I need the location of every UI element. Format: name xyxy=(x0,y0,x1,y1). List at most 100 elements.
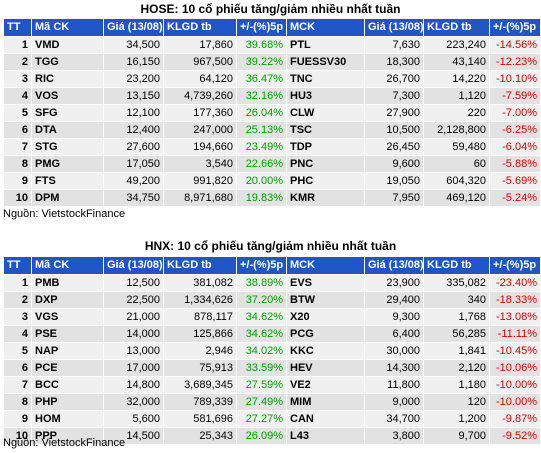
table-row: 2 TGG 16,150 967,500 39.22% FUESSV30 18,300 43,… xyxy=(3,53,541,71)
volume-cell: 247,000 xyxy=(163,121,237,139)
ticker-cell: KKC xyxy=(286,342,365,360)
price-cell: 14,500 xyxy=(103,427,164,445)
change-cell: -6.04% xyxy=(489,138,541,156)
volume-cell: 2,128,800 xyxy=(423,121,490,139)
volume-cell: 4,739,260 xyxy=(163,87,237,105)
column-header: Giá (13/08) xyxy=(103,256,164,275)
change-cell: 38.89% xyxy=(236,274,287,292)
change-cell: 32.16% xyxy=(236,87,287,105)
hnx-title: HNX: 10 cổ phiếu tăng/giảm nhiều nhất tu… xyxy=(144,239,397,253)
volume-cell: 43,140 xyxy=(423,53,490,71)
table-row: 4 VOS 13,150 4,739,260 32.16% HU3 7,300 1,120 -7… xyxy=(3,87,541,105)
volume-cell: 469,120 xyxy=(423,189,490,207)
price-cell: 14,300 xyxy=(364,359,424,377)
table-row: 3 VGS 21,000 878,117 34.62% X20 9,300 1,768 -13.… xyxy=(3,308,541,326)
change-cell: 36.47% xyxy=(236,70,287,88)
change-cell: 39.22% xyxy=(236,53,287,71)
hose-title: HOSE: 10 cổ phiếu tăng/giảm nhiều nhất t… xyxy=(140,2,401,16)
ticker-cell: PPP xyxy=(31,427,104,445)
column-header: +/-(%)5p xyxy=(489,256,541,275)
change-cell: -11.11% xyxy=(489,325,541,343)
price-cell: 23,900 xyxy=(364,274,424,292)
ticker-cell: NAP xyxy=(31,342,104,360)
volume-cell: 220 xyxy=(423,104,490,122)
price-cell: 17,050 xyxy=(103,155,164,173)
ticker-cell: TDP xyxy=(286,138,365,156)
ticker-cell: RIC xyxy=(31,70,104,88)
ticker-cell: CLW xyxy=(286,104,365,122)
price-cell: 9,000 xyxy=(364,393,424,411)
rank-cell: 1 xyxy=(3,274,32,292)
table-row: 8 PMG 17,050 3,540 22.66% PNC 9,600 60 -5.88% xyxy=(3,155,541,173)
column-header: KLGD tb xyxy=(163,256,237,275)
ticker-cell: SFG xyxy=(31,104,104,122)
volume-cell: 194,660 xyxy=(163,138,237,156)
rank-cell: 9 xyxy=(3,172,32,190)
change-cell: -10.10% xyxy=(489,70,541,88)
change-cell: -10.00% xyxy=(489,393,541,411)
volume-cell: 56,285 xyxy=(423,325,490,343)
change-cell: 34.62% xyxy=(236,325,287,343)
price-cell: 14,000 xyxy=(103,325,164,343)
table-row: 3 RIC 23,200 64,120 36.47% TNC 26,700 14,220 -10… xyxy=(3,70,541,88)
price-cell: 30,000 xyxy=(364,342,424,360)
change-cell: 23.49% xyxy=(236,138,287,156)
price-cell: 7,300 xyxy=(364,87,424,105)
price-cell: 29,400 xyxy=(364,291,424,309)
rank-cell: 2 xyxy=(3,291,32,309)
volume-cell: 60 xyxy=(423,155,490,173)
ticker-cell: PCG xyxy=(286,325,365,343)
price-cell: 27,900 xyxy=(364,104,424,122)
table-row: 6 PCE 17,000 75,913 33.59% HEV 14,300 2,120 -10.… xyxy=(3,359,541,377)
ticker-cell: DTA xyxy=(31,121,104,139)
price-cell: 27,600 xyxy=(103,138,164,156)
volume-cell: 878,117 xyxy=(163,308,237,326)
rank-cell: 4 xyxy=(3,325,32,343)
change-cell: -9.52% xyxy=(489,427,541,445)
change-cell: 19.83% xyxy=(236,189,287,207)
volume-cell: 991,820 xyxy=(163,172,237,190)
hose-table: TT Mã CK Giá (13/08) KLGD tb +/-(%)5p MCK Giá … xyxy=(3,18,541,207)
change-cell: -5.24% xyxy=(489,189,541,207)
volume-cell: 14,220 xyxy=(423,70,490,88)
volume-cell: 967,500 xyxy=(163,53,237,71)
change-cell: -7.00% xyxy=(489,104,541,122)
volume-cell: 1,120 xyxy=(423,87,490,105)
column-header: Mã CK xyxy=(31,18,104,37)
change-cell: 25.13% xyxy=(236,121,287,139)
volume-cell: 64,120 xyxy=(163,70,237,88)
volume-cell: 177,360 xyxy=(163,104,237,122)
volume-cell: 1,200 xyxy=(423,410,490,428)
rank-cell: 7 xyxy=(3,138,32,156)
change-cell: 27.49% xyxy=(236,393,287,411)
ticker-cell: HOM xyxy=(31,410,104,428)
price-cell: 7,630 xyxy=(364,36,424,54)
column-header: Giá (13/08) xyxy=(364,18,424,37)
ticker-cell: PHP xyxy=(31,393,104,411)
table-row: 1 PMB 12,500 381,082 38.89% EVS 23,900 335,082-… xyxy=(3,274,541,292)
column-header: MCK xyxy=(286,256,365,275)
rank-cell: 3 xyxy=(3,70,32,88)
table-row: 2 DXP 22,500 1,334,626 37.20% BTW 29,400 340 -18… xyxy=(3,291,541,309)
price-cell: 21,000 xyxy=(103,308,164,326)
column-header: Giá (13/08) xyxy=(103,18,164,37)
rank-cell: 6 xyxy=(3,121,32,139)
price-cell: 9,600 xyxy=(364,155,424,173)
ticker-cell: TNC xyxy=(286,70,365,88)
volume-cell: 1,841 xyxy=(423,342,490,360)
ticker-cell: EVS xyxy=(286,274,365,292)
price-cell: 6,400 xyxy=(364,325,424,343)
rank-cell: 2 xyxy=(3,53,32,71)
change-cell: -23.40% xyxy=(489,274,541,292)
table-row: 10 PPP 14,500 25,343 26.09% L43 3,800 9,700 -9.5… xyxy=(3,427,541,445)
volume-cell: 789,339 xyxy=(163,393,237,411)
price-cell: 11,800 xyxy=(364,376,424,394)
change-cell: 37.20% xyxy=(236,291,287,309)
rank-cell: 4 xyxy=(3,87,32,105)
table-header-row: TT Mã CK Giá (13/08) KLGD tb +/-(%)5p MCK Giá … xyxy=(3,18,541,37)
change-cell: -6.25% xyxy=(489,121,541,139)
ticker-cell: DXP xyxy=(31,291,104,309)
change-cell: 27.59% xyxy=(236,376,287,394)
rank-cell: 6 xyxy=(3,359,32,377)
ticker-cell: PTL xyxy=(286,36,365,54)
